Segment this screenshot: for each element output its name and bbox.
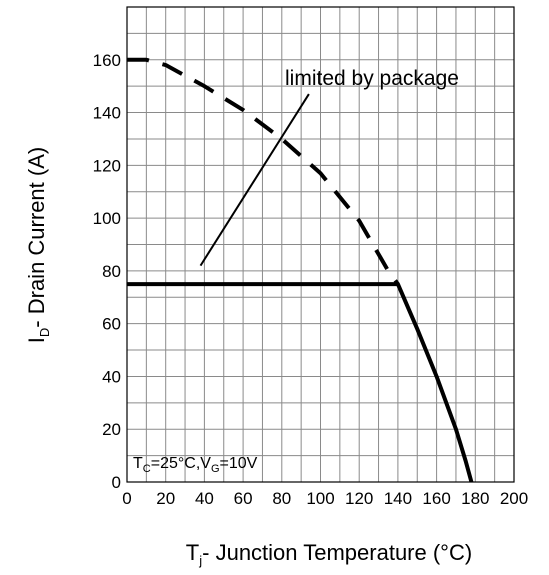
- y-axis-label: ID- Drain Current (A): [24, 147, 52, 343]
- x-tick-label: 120: [345, 489, 373, 508]
- x-tick-label: 40: [195, 489, 214, 508]
- x-tick-label: 160: [422, 489, 450, 508]
- x-tick-label: 140: [384, 489, 412, 508]
- y-tick-label: 0: [112, 473, 121, 492]
- y-tick-label: 20: [102, 420, 121, 439]
- conditions-label: TC=25°C,VG=10V: [133, 455, 258, 475]
- annotation-pointer-line: [199, 93, 310, 267]
- x-tick-label: 0: [122, 489, 131, 508]
- y-tick-label: 60: [102, 315, 121, 334]
- plot-frame: [126, 6, 515, 483]
- x-tick-label: 20: [156, 489, 175, 508]
- x-tick-label: 60: [234, 489, 253, 508]
- annotation-limited-by-package: limited by package: [285, 67, 459, 90]
- y-tick-label: 160: [93, 51, 121, 70]
- solid-curve-series: [127, 282, 474, 483]
- y-tick-label: 80: [102, 262, 121, 281]
- x-tick-label: 180: [461, 489, 489, 508]
- grid: [127, 7, 514, 482]
- x-tick-label: 200: [500, 489, 528, 508]
- dashed-curve-series: [127, 57, 400, 286]
- x-tick-labels: 0 20 40 60 80 100 120 140 160 180 200: [122, 489, 528, 508]
- y-tick-label: 120: [93, 156, 121, 175]
- y-tick-label: 40: [102, 367, 121, 386]
- x-axis-label: Tj- Junction Temperature (°C): [186, 540, 472, 568]
- y-tick-label: 100: [93, 209, 121, 228]
- x-tick-label: 100: [306, 489, 334, 508]
- x-tick-label: 80: [272, 489, 291, 508]
- y-tick-label: 140: [93, 104, 121, 123]
- series-layer: [127, 57, 474, 483]
- y-tick-labels: 0 20 40 60 80 100 120 140 160: [93, 51, 121, 492]
